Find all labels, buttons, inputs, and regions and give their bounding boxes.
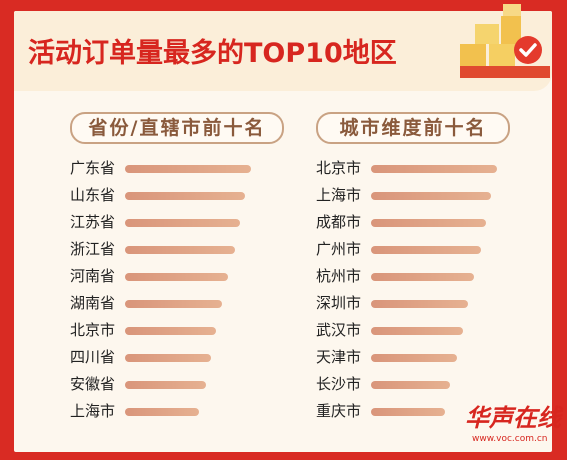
province-label: 四川省 <box>70 348 116 366</box>
city-bar <box>371 327 463 335</box>
province-label: 湖南省 <box>70 294 116 312</box>
province-label: 广东省 <box>70 159 116 177</box>
city-label: 长沙市 <box>316 375 362 393</box>
city-section-title: 城市维度前十名 <box>316 112 510 144</box>
city-bar <box>371 246 481 254</box>
province-label: 上海市 <box>70 402 116 420</box>
city-label: 武汉市 <box>316 321 362 339</box>
province-label: 江苏省 <box>70 213 116 231</box>
province-label: 河南省 <box>70 267 116 285</box>
province-label: 山东省 <box>70 186 116 204</box>
city-bar <box>371 219 486 227</box>
watermark-url: www.voc.com.cn <box>472 434 548 444</box>
province-bar <box>125 192 245 200</box>
city-bar <box>371 165 497 173</box>
province-section-title: 省份/直辖市前十名 <box>70 112 284 144</box>
city-bar <box>371 300 468 308</box>
province-bar <box>125 408 199 416</box>
city-label: 天津市 <box>316 348 362 366</box>
city-bar <box>371 408 445 416</box>
province-label: 北京市 <box>70 321 116 339</box>
city-label: 重庆市 <box>316 402 362 420</box>
province-bar <box>125 273 228 281</box>
province-label: 安徽省 <box>70 375 116 393</box>
city-label: 上海市 <box>316 186 362 204</box>
city-label: 杭州市 <box>316 267 362 285</box>
province-bar <box>125 381 206 389</box>
province-label: 浙江省 <box>70 240 116 258</box>
city-label: 北京市 <box>316 159 362 177</box>
city-label: 成都市 <box>316 213 362 231</box>
watermark-logo: 华声在线 <box>465 403 561 432</box>
page-title: 活动订单量最多的TOP10地区 <box>28 38 397 69</box>
province-bar <box>125 219 240 227</box>
city-label: 广州市 <box>316 240 362 258</box>
province-bar <box>125 327 216 335</box>
city-label: 深圳市 <box>316 294 362 312</box>
package-check-icon <box>460 4 550 78</box>
city-bar <box>371 381 450 389</box>
province-bar <box>125 246 235 254</box>
city-bar <box>371 354 457 362</box>
province-bar <box>125 354 211 362</box>
city-bar <box>371 273 474 281</box>
province-bar <box>125 300 222 308</box>
province-bar <box>125 165 251 173</box>
city-bar <box>371 192 491 200</box>
